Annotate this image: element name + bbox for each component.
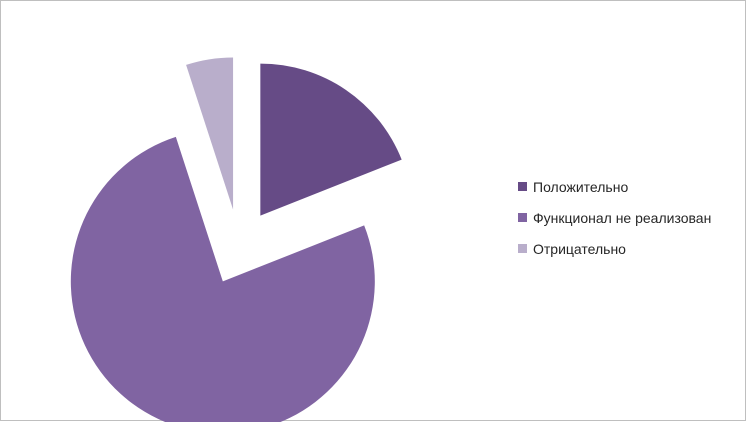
- legend-item-not-implemented: Функционал не реализован: [518, 202, 711, 233]
- legend-label-positive: Положительно: [533, 178, 629, 195]
- legend-item-negative: Отрицательно: [518, 233, 711, 264]
- legend-swatch-negative: [518, 244, 527, 253]
- legend: Положительно Функционал не реализован От…: [518, 171, 711, 264]
- legend-item-positive: Положительно: [518, 171, 711, 202]
- pie-slice-negative: [186, 57, 234, 210]
- legend-swatch-positive: [518, 182, 527, 191]
- legend-swatch-not-implemented: [518, 213, 527, 222]
- pie-slice-not-implemented: [70, 136, 375, 422]
- legend-label-not-implemented: Функционал не реализован: [533, 209, 712, 226]
- legend-label-negative: Отрицательно: [533, 240, 626, 257]
- pie-slice-positive: [260, 63, 402, 216]
